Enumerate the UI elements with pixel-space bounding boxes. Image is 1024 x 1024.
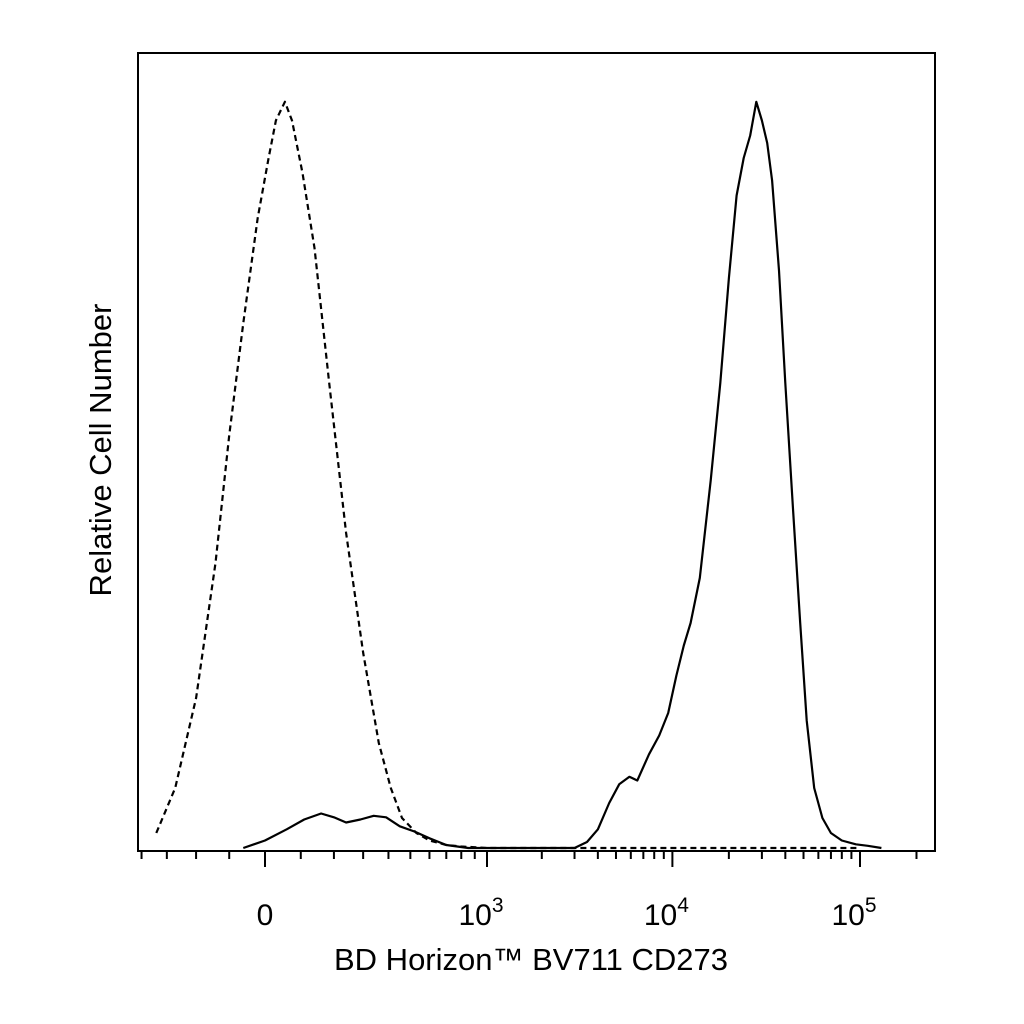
x-axis-major-ticks — [264, 851, 861, 867]
tick-label-exponent: 3 — [492, 894, 504, 917]
tick-label: 105 — [831, 894, 876, 932]
x-axis-tick-labels: 0 103 104 105 — [257, 894, 877, 932]
tick-label-exponent: 4 — [677, 894, 689, 917]
x-axis-label: BD Horizon™ BV711 CD273 — [334, 942, 728, 977]
series-layer — [155, 100, 882, 850]
tick-label-exponent: 5 — [865, 894, 877, 917]
stained-histogram — [242, 100, 882, 850]
tick-label: 0 — [257, 899, 274, 932]
tick-label: 103 — [458, 894, 503, 932]
plot-frame — [137, 52, 936, 852]
y-axis-label: Relative Cell Number — [83, 304, 118, 597]
isotype-control-histogram — [155, 100, 860, 850]
tick-label: 104 — [644, 894, 689, 932]
x-axis-minor-ticks — [140, 851, 918, 859]
